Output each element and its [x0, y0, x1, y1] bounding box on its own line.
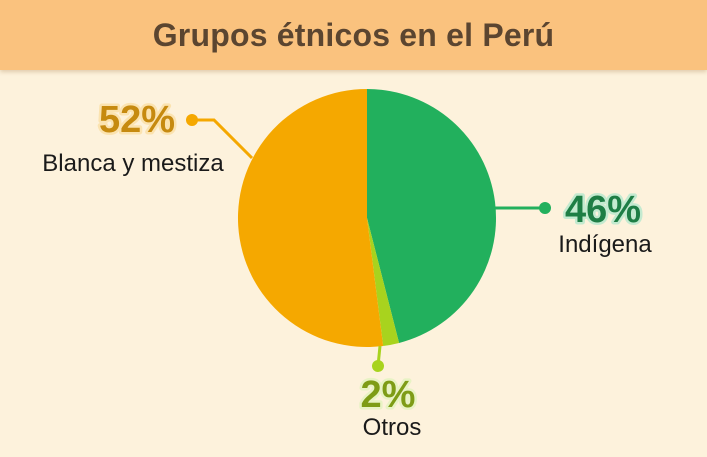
slice-category-label: Indígena — [558, 231, 652, 258]
leader-dot — [539, 202, 551, 214]
slice-percent-label: 2% — [361, 374, 416, 416]
leader-dot — [186, 114, 198, 126]
slice-category-label: Blanca y mestiza — [42, 150, 224, 177]
slice-percent-label: 46% — [565, 189, 641, 231]
leader-dot — [372, 360, 384, 372]
slice-category-label: Otros — [363, 414, 422, 441]
chart-title: Grupos étnicos en el Perú — [153, 17, 555, 54]
pie-slices — [238, 89, 496, 347]
title-bar: Grupos étnicos en el Perú — [0, 0, 707, 70]
pie-slice-blanca-y-mestiza — [238, 89, 383, 347]
slice-percent-label: 52% — [99, 99, 175, 141]
